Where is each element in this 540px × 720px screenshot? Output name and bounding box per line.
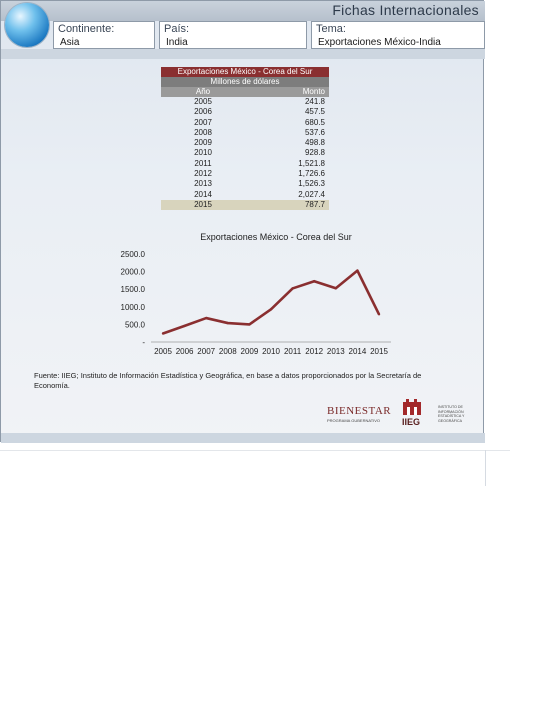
table-cell-amount: 498.8 [304,138,325,148]
column-header-amount: Monto [302,87,325,96]
table-cell-amount: 787.7 [304,199,325,209]
data-point [269,308,273,311]
table-cell-year: 2015 [194,199,212,209]
table-row: 2009 498.8 [161,138,329,148]
series-line [162,269,381,335]
bienestar-logo-text: BIENESTAR [327,405,392,417]
data-point [377,313,381,316]
continent-label: Continente: [58,23,115,35]
table-cell-year: 2014 [194,189,212,199]
ieeg-logo: IIEG [402,399,421,427]
header-bar: Fichas Internacionales [1,1,485,21]
x-tick-label: 2010 [262,347,280,356]
data-point [313,280,316,283]
table-row: 2013 1,526.3 [161,179,329,189]
table-row: 2012 1,726.6 [161,169,329,179]
x-tick-label: 2014 [349,347,367,356]
table-cell-year: 2009 [194,138,212,148]
topic-label: Tema: [316,23,346,35]
table-row: 2006 457.5 [161,107,329,117]
table-cell-year: 2006 [194,107,212,117]
table-cell-amount: 1,726.6 [298,169,325,179]
source-note: Fuente: IIEG; Instituto de Información E… [34,371,422,390]
table-cell-year: 2010 [194,148,212,158]
table-header: Año Monto [161,87,329,97]
table-body: 2005 241.8 2006 457.5 2007 680.5 2008 537.6 2009… [161,97,329,211]
bienestar-logo-subtext: PROGRAMA GUBERNATIVO [327,418,381,423]
bienestar-logo: BIENESTAR PROGRAMA GUBERNATIVO [327,405,392,429]
table-cell-amount: 1,521.8 [298,158,325,168]
table-cell-year: 2013 [194,179,212,189]
x-tick-label: 2008 [219,347,237,356]
column-header-year: Año [195,87,211,96]
data-point [205,316,208,320]
x-tick-label: 2007 [197,347,215,356]
y-tick-label: 500.0 [125,320,146,329]
data-point [356,269,359,272]
page-edge [485,450,486,486]
table-cell-year: 2005 [194,97,212,106]
table-cell-amount: 2,027.4 [298,189,325,199]
data-point [161,332,165,335]
table-row: 2014 2,027.4 [161,190,329,200]
y-tick-label: 1500.0 [121,285,146,294]
table-row: 2015 787.7 [161,199,329,211]
x-tick-label: 2015 [370,347,388,356]
table-cell-amount: 457.5 [304,107,325,117]
y-tick-label: 1000.0 [121,303,146,312]
table-cell-amount: 537.6 [304,127,325,137]
country-value: India [166,37,188,48]
table-row: 2010 928.8 [161,148,329,158]
exports-table: Exportaciones México - Corea del Sur Mil… [161,67,329,211]
table-cell-amount: 1,526.3 [298,179,325,189]
y-tick-label: 2500.0 [121,250,146,259]
y-tick-label: 2000.0 [121,268,146,277]
data-point [226,321,229,325]
ieeg-logo-text: IIEG [402,417,420,427]
table-cell-year: 2011 [194,158,212,168]
x-tick-label: 2009 [241,347,259,356]
topic-field: Tema: Exportaciones México-India [311,21,485,49]
country-field: País: India [159,21,307,49]
table-cell-amount: 680.5 [304,117,325,127]
table-cell-amount: 928.8 [304,148,325,158]
data-point [334,287,337,290]
table-cell-year: 2008 [194,127,212,137]
globe-icon [5,3,49,47]
topic-value: Exportaciones México-India [318,37,441,48]
x-tick-label: 2012 [305,347,323,356]
table-row: 2011 1,521.8 [161,159,329,169]
table-cell-year: 2012 [194,169,212,179]
x-tick-label: 2011 [284,347,302,356]
header-divider [1,49,485,59]
table-title: Exportaciones México - Corea del Sur [161,67,329,77]
table-cell-year: 2007 [194,117,212,127]
table-row: 2008 537.6 [161,128,329,138]
fact-sheet: Fichas Internacionales Continente: Asia … [0,0,485,443]
table-row: 2007 680.5 [161,118,329,128]
institute-logo-text: INSTITUTO DE INFORMACIÓN ESTADÍSTICA Y G… [438,405,465,423]
data-point [183,324,186,328]
footer-divider [1,433,485,443]
y-tick-label: - [142,338,145,347]
chart-title: Exportaciones México - Corea del Sur [200,232,352,242]
x-tick-label: 2013 [327,347,345,356]
continent-value: Asia [60,37,80,48]
data-point [291,287,294,290]
x-tick-label: 2006 [176,347,194,356]
x-tick-label: 2005 [154,347,172,356]
app-title: Fichas Internacionales [332,2,479,18]
country-label: País: [164,23,190,35]
table-subtitle: Millones de dólares [161,77,329,87]
continent-field: Continente: Asia [53,21,155,49]
page-rule [0,450,510,451]
table-row: 2005 241.8 [161,97,329,107]
data-point [248,323,251,326]
table-cell-amount: 241.8 [304,97,325,106]
